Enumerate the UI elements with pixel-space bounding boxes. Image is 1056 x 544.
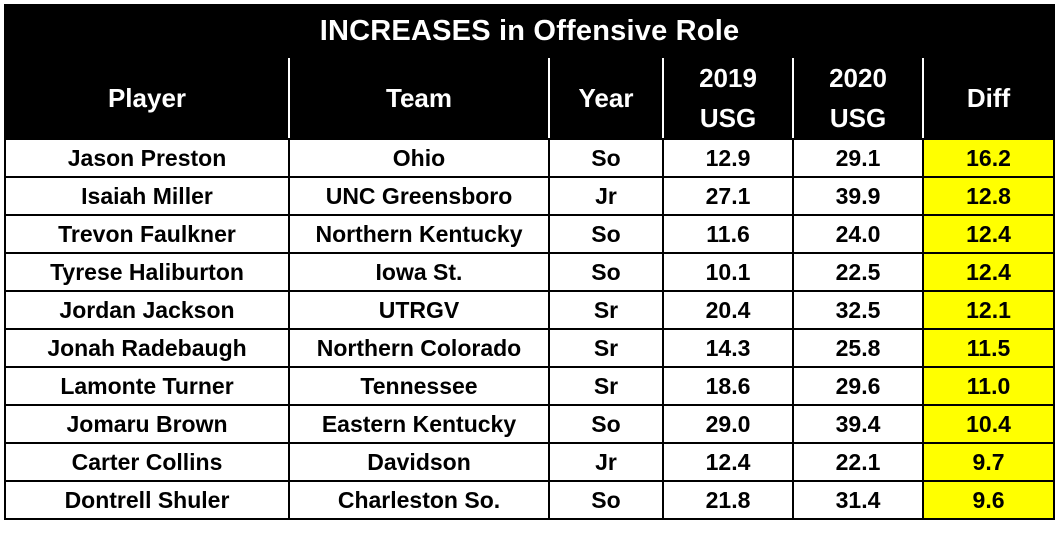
table-row: Jason Preston Ohio So 12.9 29.1 16.2 xyxy=(4,138,1056,178)
cell-team: Eastern Kentucky xyxy=(288,404,550,444)
cell-diff: 11.0 xyxy=(921,366,1056,406)
cell-year: Sr xyxy=(548,290,664,330)
cell-team: UTRGV xyxy=(288,290,550,330)
cell-diff: 12.4 xyxy=(921,252,1056,292)
cell-player: Dontrell Shuler xyxy=(4,480,290,520)
table-row: Jonah Radebaugh Northern Colorado Sr 14.3 25… xyxy=(4,328,1056,368)
cell-2020-usg: 31.4 xyxy=(792,480,924,520)
header-2019-usg-label: USG xyxy=(699,103,757,133)
cell-year: So xyxy=(548,404,664,444)
cell-player: Jason Preston xyxy=(4,138,290,178)
cell-player: Isaiah Miller xyxy=(4,176,290,216)
cell-2020-usg: 22.1 xyxy=(792,442,924,482)
cell-diff: 16.2 xyxy=(921,138,1056,178)
usage-table-container: INCREASES in Offensive Role Player Team … xyxy=(3,4,1056,540)
header-row: Player Team Year 2019 USG 2020 USG Diff xyxy=(4,56,1056,140)
cell-team: Ohio xyxy=(288,138,550,178)
cell-2019-usg: 10.1 xyxy=(662,252,794,292)
table-row: Jomaru Brown Eastern Kentucky So 29.0 39.4 10… xyxy=(4,404,1056,444)
cell-2020-usg: 29.1 xyxy=(792,138,924,178)
cell-year: Jr xyxy=(548,176,664,216)
cell-year: Sr xyxy=(548,328,664,368)
cell-2020-usg: 22.5 xyxy=(792,252,924,292)
table-row: Isaiah Miller UNC Greensboro Jr 27.1 39.9 12.… xyxy=(4,176,1056,216)
header-team: Team xyxy=(288,56,550,140)
cell-2020-usg: 39.4 xyxy=(792,404,924,444)
table-row: Carter Collins Davidson Jr 12.4 22.1 9.7 xyxy=(4,442,1056,482)
header-2019-usg: 2019 USG xyxy=(662,56,794,140)
cell-2019-usg: 27.1 xyxy=(662,176,794,216)
cell-player: Lamonte Turner xyxy=(4,366,290,406)
cell-2019-usg: 12.4 xyxy=(662,442,794,482)
cell-team: Tennessee xyxy=(288,366,550,406)
usage-increase-table: INCREASES in Offensive Role Player Team … xyxy=(3,4,1056,520)
cell-2020-usg: 32.5 xyxy=(792,290,924,330)
cell-team: Charleston So. xyxy=(288,480,550,520)
table-row: Lamonte Turner Tennessee Sr 18.6 29.6 11.0 xyxy=(4,366,1056,406)
cell-team: UNC Greensboro xyxy=(288,176,550,216)
cell-diff: 11.5 xyxy=(921,328,1056,368)
cell-player: Jonah Radebaugh xyxy=(4,328,290,368)
cell-team: Northern Colorado xyxy=(288,328,550,368)
cell-2020-usg: 24.0 xyxy=(792,214,924,254)
cell-year: So xyxy=(548,214,664,254)
cell-player: Jomaru Brown xyxy=(4,404,290,444)
cell-year: Jr xyxy=(548,442,664,482)
cell-player: Tyrese Haliburton xyxy=(4,252,290,292)
cell-2020-usg: 39.9 xyxy=(792,176,924,216)
header-diff: Diff xyxy=(921,56,1056,140)
cell-diff: 12.8 xyxy=(921,176,1056,216)
cell-team: Davidson xyxy=(288,442,550,482)
cell-player: Trevon Faulkner xyxy=(4,214,290,254)
table-title: INCREASES in Offensive Role xyxy=(3,4,1056,58)
cell-diff: 12.4 xyxy=(921,214,1056,254)
header-2020-usg-label: USG xyxy=(829,103,887,133)
cell-diff: 10.4 xyxy=(921,404,1056,444)
cell-diff: 9.6 xyxy=(921,480,1056,520)
cell-player: Jordan Jackson xyxy=(4,290,290,330)
cell-2020-usg: 25.8 xyxy=(792,328,924,368)
cell-year: Sr xyxy=(548,366,664,406)
cell-year: So xyxy=(548,138,664,178)
cell-2019-usg: 14.3 xyxy=(662,328,794,368)
table-row: Tyrese Haliburton Iowa St. So 10.1 22.5 12.4 xyxy=(4,252,1056,292)
cell-2019-usg: 29.0 xyxy=(662,404,794,444)
table-row: Jordan Jackson UTRGV Sr 20.4 32.5 12.1 xyxy=(4,290,1056,330)
cell-2019-usg: 21.8 xyxy=(662,480,794,520)
header-2020-usg: 2020 USG xyxy=(792,56,924,140)
cell-year: So xyxy=(548,252,664,292)
cell-2020-usg: 29.6 xyxy=(792,366,924,406)
table-row: Dontrell Shuler Charleston So. So 21.8 31.4 9… xyxy=(4,480,1056,520)
cell-year: So xyxy=(548,480,664,520)
cell-2019-usg: 12.9 xyxy=(662,138,794,178)
cell-player: Carter Collins xyxy=(4,442,290,482)
header-year: Year xyxy=(548,56,664,140)
header-2020-usg-year: 2020 xyxy=(829,63,887,93)
header-2019-usg-year: 2019 xyxy=(699,63,757,93)
cell-2019-usg: 11.6 xyxy=(662,214,794,254)
cell-team: Northern Kentucky xyxy=(288,214,550,254)
table-row: Trevon Faulkner Northern Kentucky So 11.6 24… xyxy=(4,214,1056,254)
cell-diff: 9.7 xyxy=(921,442,1056,482)
cell-team: Iowa St. xyxy=(288,252,550,292)
cell-diff: 12.1 xyxy=(921,290,1056,330)
header-player: Player xyxy=(4,56,290,140)
cell-2019-usg: 20.4 xyxy=(662,290,794,330)
table-body: Jason Preston Ohio So 12.9 29.1 16.2 Isaiah Mi… xyxy=(4,138,1056,520)
cell-2019-usg: 18.6 xyxy=(662,366,794,406)
